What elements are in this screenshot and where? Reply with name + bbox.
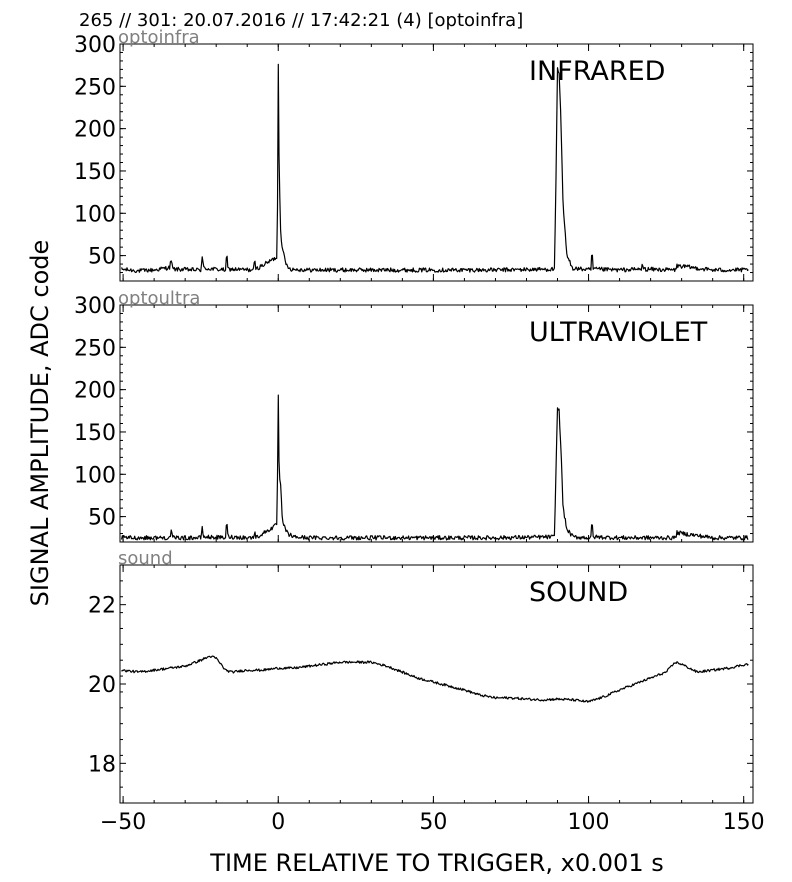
x-tick-label: 150 — [723, 810, 765, 835]
y-tick-label: 150 — [74, 421, 116, 446]
series-line — [121, 394, 749, 541]
x-axis-label: TIME RELATIVE TO TRIGGER, x0.001 s — [209, 849, 663, 877]
panel-sound: 18 20 22 sound SOUND −50 0 50 100 150 — [88, 548, 765, 835]
series-line — [121, 63, 749, 274]
x-tick-label: −50 — [100, 810, 146, 835]
panel-tag: optoinfra — [118, 27, 200, 48]
y-tick-label: 150 — [74, 160, 116, 185]
panel-title: ULTRAVIOLET — [529, 317, 708, 348]
y-tick-label: 200 — [74, 379, 116, 404]
panel-title: INFRARED — [529, 56, 665, 87]
y-tick-label: 100 — [74, 202, 116, 227]
y-tick-label: 50 — [88, 506, 116, 531]
y-tick-label: 250 — [74, 75, 116, 100]
y-tick-label: 20 — [88, 673, 116, 698]
panel-tag: sound — [118, 548, 173, 569]
y-tick-label: 50 — [88, 245, 116, 270]
panel-optoultra: 50 100 150 200 250 300 optoultra ULTRAVIOLET — [74, 288, 754, 543]
y-tick-label: 100 — [74, 463, 116, 488]
y-tick-label: 250 — [74, 336, 116, 361]
panel-optoinfra: 50 100 150 200 250 300 optoinfra INFRARED — [74, 27, 754, 282]
y-tick-label: 300 — [74, 33, 116, 58]
series-line — [121, 655, 749, 703]
x-tick-label: 100 — [568, 810, 610, 835]
y-tick-label: 200 — [74, 118, 116, 143]
figure-header: 265 // 301: 20.07.2016 // 17:42:21 (4) [… — [79, 10, 523, 31]
panel-tag: optoultra — [118, 288, 200, 309]
x-tick-label: 50 — [419, 810, 447, 835]
y-tick-label: 18 — [88, 752, 116, 777]
y-axis-label: SIGNAL AMPLITUDE, ADC code — [26, 240, 54, 607]
y-tick-label: 300 — [74, 294, 116, 319]
panel-title: SOUND — [529, 577, 628, 608]
x-tick-label: 0 — [271, 810, 285, 835]
y-tick-label: 22 — [88, 594, 116, 619]
